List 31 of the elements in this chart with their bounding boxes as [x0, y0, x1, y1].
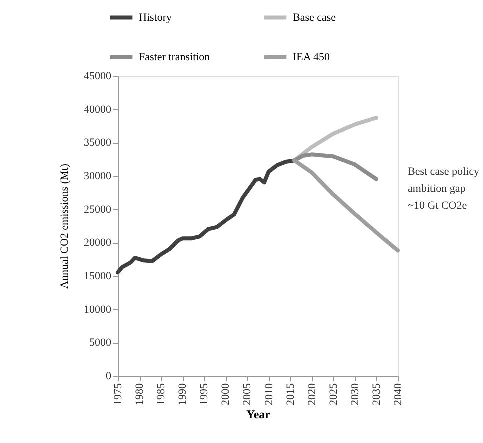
y-tick-label: 25000	[84, 204, 112, 216]
x-tick-label: 2030	[349, 383, 362, 406]
y-tick-label: 10000	[84, 304, 112, 316]
x-tick-label: 1975	[112, 383, 124, 406]
legend-label: Faster transition	[139, 52, 211, 64]
y-tick-label: 35000	[84, 137, 112, 150]
x-axis-title: Year	[246, 408, 272, 422]
text: Best case policy ambition gap ~10 Gt CO2e	[408, 166, 480, 212]
legend-label: Base case	[293, 12, 336, 24]
y-tick-label: 45000	[84, 70, 112, 82]
x-tick-label: 2025	[328, 383, 340, 406]
x-tick-label: 2040	[392, 383, 404, 406]
x-tick-label: 2000	[220, 383, 232, 406]
y-tick-label: 15000	[84, 270, 112, 282]
x-tick-label: 2020	[306, 383, 318, 406]
x-tick-label: 1990	[177, 383, 190, 406]
y-tick-label: 20000	[84, 237, 112, 250]
y-axis-title: Annual CO2 emissions (Mt)	[59, 164, 71, 289]
x-tick-label: 2035	[370, 383, 383, 406]
x-tick-label: 1980	[134, 383, 146, 406]
y-tick-label: 40000	[84, 104, 112, 116]
y-tick-label: 0	[106, 370, 112, 382]
x-tick-label: 2010	[263, 383, 276, 406]
legend-label: History	[139, 12, 172, 24]
x-tick-label: 2005	[242, 383, 254, 406]
x-tick-label: 1985	[156, 383, 168, 406]
y-tick-label: 5000	[90, 337, 112, 350]
y-tick-label: 30000	[84, 170, 112, 182]
legend-label: IEA 450	[293, 52, 330, 64]
x-tick-label: 1995	[198, 383, 211, 406]
x-tick-label: 2015	[284, 383, 297, 406]
